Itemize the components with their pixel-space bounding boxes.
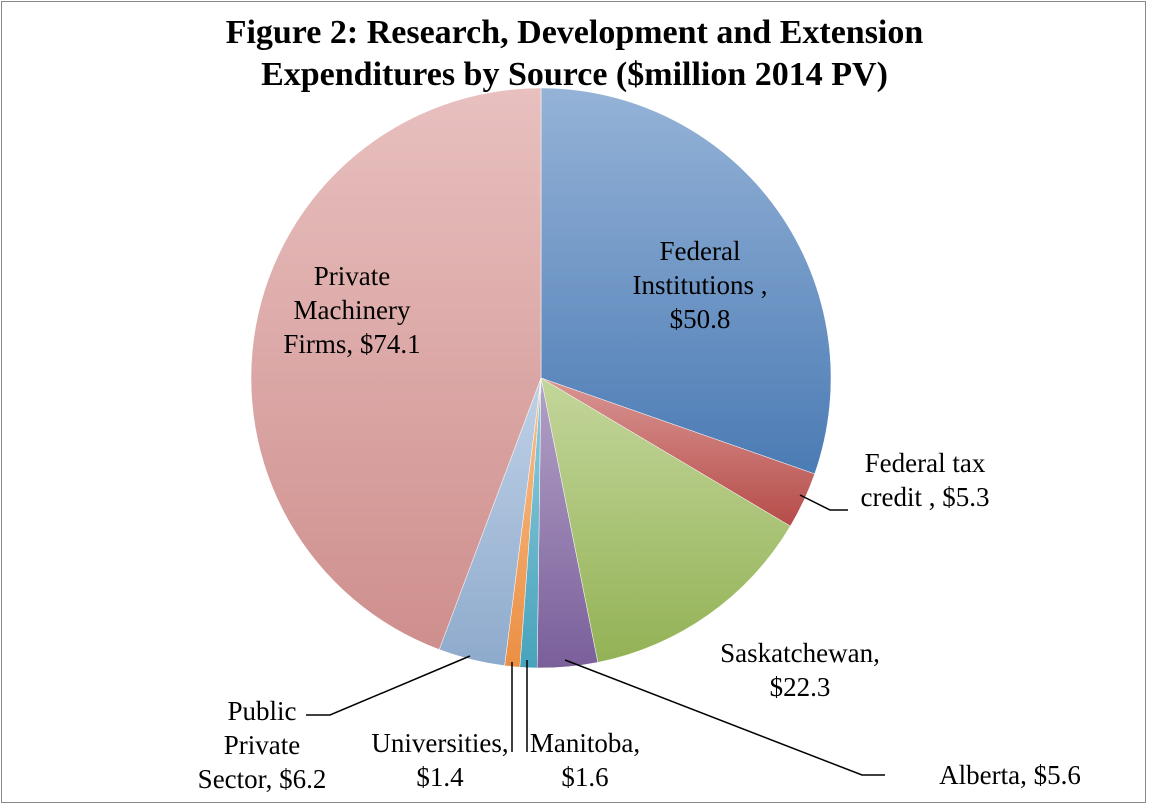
- value-label: $1.4: [416, 762, 464, 792]
- data-label: Alberta, $5.6: [880, 758, 1140, 792]
- leader-line: [564, 659, 885, 776]
- data-label: Manitoba, $1.6: [515, 726, 655, 794]
- data-label: Federal Institutions , $50.8: [605, 234, 795, 336]
- value-label: $6.2: [279, 764, 327, 794]
- chart-title: Expenditures by Source ($million 2014 PV…: [261, 56, 888, 93]
- value-label: $22.3: [769, 672, 831, 702]
- category-label: Alberta,: [939, 760, 1027, 790]
- category-label: Universities,: [371, 728, 509, 758]
- value-label: $74.1: [359, 329, 421, 359]
- value-label: $5.6: [1033, 760, 1081, 790]
- value-label: $50.8: [669, 304, 731, 334]
- data-label: Private Machinery Firms, $74.1: [262, 259, 442, 361]
- leader-line: [799, 494, 848, 511]
- data-label: Public Private Sector, $6.2: [187, 694, 337, 796]
- category-label: Saskatchewan,: [720, 638, 880, 668]
- category-label: Public Private Sector,: [197, 696, 301, 794]
- leader-lines: [306, 494, 885, 776]
- category-label: Manitoba,: [529, 728, 641, 758]
- value-label: $5.3: [942, 482, 990, 512]
- data-label: Saskatchewan, $22.3: [700, 636, 900, 704]
- pie-slice: [250, 87, 542, 650]
- value-label: $1.6: [561, 762, 609, 792]
- data-label: Federal tax credit , $5.3: [840, 446, 1010, 514]
- category-label: Federal tax credit ,: [860, 448, 986, 512]
- pie-slice: [540, 87, 832, 475]
- pie-slice: [540, 377, 791, 663]
- category-label: Federal Institutions ,: [632, 236, 768, 300]
- chart-title: Figure 2: Research, Development and Exte…: [225, 14, 924, 51]
- category-label: Private Machinery Firms,: [283, 261, 411, 359]
- data-label: Universities, $1.4: [350, 726, 530, 794]
- leader-line: [306, 655, 471, 716]
